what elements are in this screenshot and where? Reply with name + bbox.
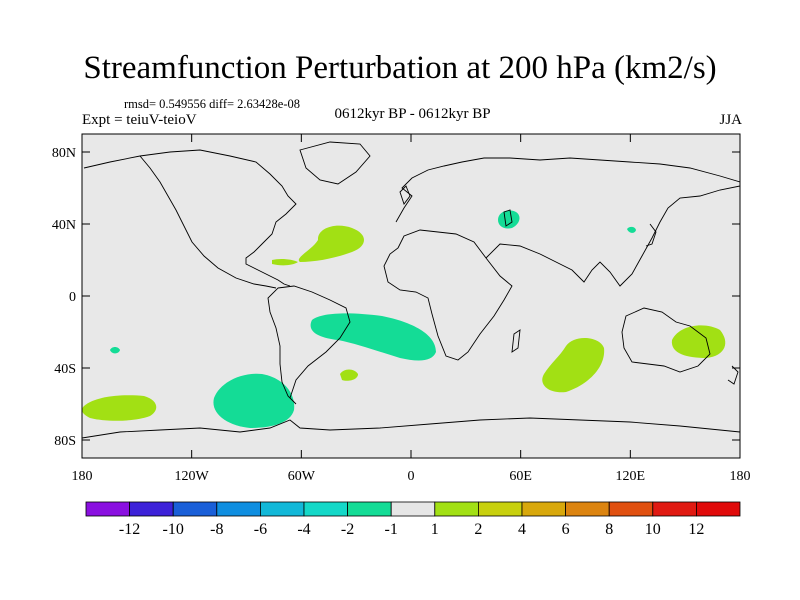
colorbar-swatch xyxy=(347,501,392,517)
colorbar-label: -10 xyxy=(163,521,184,538)
colorbar-swatch xyxy=(259,501,305,517)
colorbar-swatch xyxy=(129,501,174,517)
coast-antarctica xyxy=(82,417,740,439)
anomaly-s-indian xyxy=(542,337,605,393)
colorbar-label: 8 xyxy=(605,521,613,538)
coast-madagascar xyxy=(511,329,521,353)
colorbar-label: 1 xyxy=(431,521,439,538)
colorbar-label: -8 xyxy=(210,521,223,538)
coast-greenland xyxy=(299,141,371,185)
anomaly-se-pacific xyxy=(213,373,295,428)
coast-n-america-west xyxy=(139,155,277,289)
y-tick-label: 80S xyxy=(54,434,76,449)
chart-title: Streamfunction Perturbation at 200 hPa (… xyxy=(83,50,717,86)
season-label: JJA xyxy=(719,112,742,128)
x-tick-label: 120E xyxy=(616,469,646,484)
y-tick-label: 40S xyxy=(54,362,76,377)
colorbar-swatch xyxy=(303,501,348,517)
x-tick-label: 60E xyxy=(509,469,532,484)
colorbar-swatch xyxy=(652,501,697,517)
colorbar-label: -2 xyxy=(341,521,354,538)
colorbar-label: 2 xyxy=(474,521,482,538)
y-axis: 80N 40N 0 40S 80S xyxy=(52,146,740,449)
colorbar-swatch xyxy=(434,501,479,517)
anomaly-s-pacific xyxy=(82,395,157,421)
colorbar-label: -12 xyxy=(119,521,140,538)
colorbar-swatch xyxy=(608,501,654,517)
x-tick-label: 0 xyxy=(408,469,415,484)
coast-north-america xyxy=(83,149,297,287)
anomaly-korea xyxy=(627,226,636,233)
colorbar-swatch xyxy=(477,501,523,517)
colorbar-label: -4 xyxy=(297,521,310,538)
anomaly-e-australia xyxy=(671,325,726,358)
x-tick-label: 120W xyxy=(175,469,210,484)
x-tick-label: 60W xyxy=(288,469,316,484)
colorbar-swatch xyxy=(521,501,566,517)
coast-uk xyxy=(399,185,411,205)
colorbar-label: -6 xyxy=(254,521,267,538)
x-tick-label: 180 xyxy=(72,469,93,484)
y-tick-label: 80N xyxy=(52,146,76,161)
coast-africa xyxy=(383,229,513,361)
anomaly-s-atlantic xyxy=(310,313,436,361)
coast-new-zealand xyxy=(727,365,739,385)
colorbar-label: 4 xyxy=(518,521,526,538)
stats-label: rmsd= 0.549556 diff= 2.63428e-08 xyxy=(124,97,301,111)
anomaly-regions xyxy=(82,210,726,428)
period-label: 0612kyr BP - 0612kyr BP xyxy=(334,106,491,122)
y-tick-label: 40N xyxy=(52,218,76,233)
colorbar: -12 -10 -8 -6 -4 -2 -1 1 2 4 6 8 10 12 xyxy=(85,501,741,538)
anomaly-central-pacific xyxy=(110,347,120,354)
anomaly-caspian xyxy=(498,210,520,229)
anomaly-s-atlantic-small xyxy=(340,369,358,381)
colorbar-swatch xyxy=(696,501,741,517)
colorbar-swatch xyxy=(390,501,436,517)
anomaly-n-atlantic xyxy=(298,225,364,262)
coast-australia xyxy=(621,307,711,373)
coast-caspian xyxy=(503,209,513,227)
y-tick-label: 0 xyxy=(69,290,76,305)
coastlines xyxy=(82,141,740,439)
coast-south-america xyxy=(267,285,351,405)
x-axis: 180 120W 60W 0 60E 120E 180 xyxy=(72,134,751,484)
colorbar-label: 12 xyxy=(688,521,704,538)
map-background xyxy=(82,134,740,458)
colorbar-label: -1 xyxy=(385,521,398,538)
colorbar-swatch xyxy=(172,501,218,517)
experiment-label: Expt = teiuV-teioV xyxy=(82,112,197,128)
colorbar-label: 10 xyxy=(645,521,661,538)
coast-japan xyxy=(645,223,657,247)
x-tick-label: 180 xyxy=(730,469,751,484)
coast-europe xyxy=(395,157,740,223)
colorbar-swatch xyxy=(565,501,610,517)
colorbar-label: 6 xyxy=(562,521,570,538)
coast-asia-south xyxy=(485,185,740,287)
colorbar-swatch xyxy=(85,501,130,517)
anomaly-caribbean xyxy=(272,258,298,266)
colorbar-swatch xyxy=(216,501,261,517)
